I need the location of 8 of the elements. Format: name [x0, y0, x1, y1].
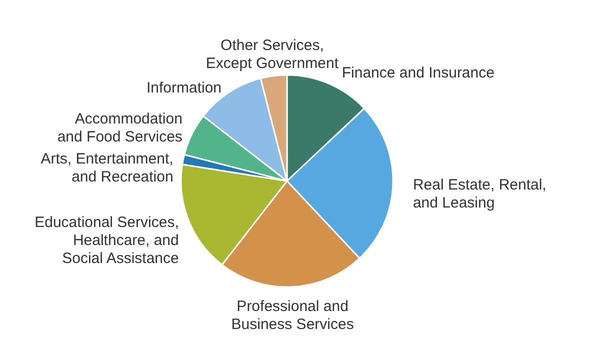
slice-label: Real Estate, Rental, and Leasing	[412, 176, 546, 212]
slice-label: Information	[146, 79, 222, 96]
slice-label: Finance and Insurance	[342, 64, 494, 82]
slice-label: Accommodation and Food Services	[57, 110, 182, 146]
slice-label: Professional and Business Services	[231, 298, 354, 333]
slice-label: Other Services, Except Government	[206, 37, 340, 72]
slice-label: Educational Services, Healthcare, and Social Assistance	[34, 214, 179, 268]
slice-label: Arts, Entertainment, and Recreation	[40, 150, 174, 186]
